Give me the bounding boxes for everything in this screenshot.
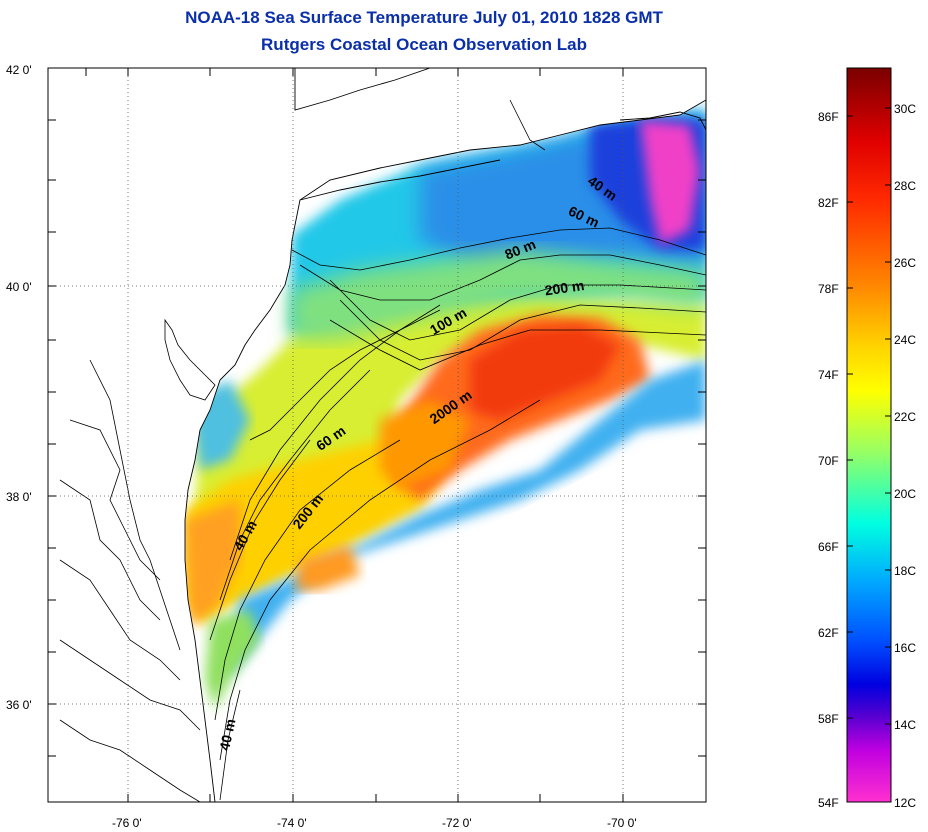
colorbar-c-label: 26C [894,256,916,270]
lat-label: 38 0' [6,490,32,504]
colorbar-c-label: 18C [894,564,916,578]
lon-label: -70 0' [607,816,637,830]
lon-label: -76 0' [112,816,142,830]
colorbar-f-label: 66F [818,540,839,554]
map-subtitle: Rutgers Coastal Ocean Observation Lab [261,35,587,54]
lon-label: -72 0' [442,816,472,830]
lat-label: 40 0' [6,280,32,294]
axis-ticks [48,68,706,802]
map-title: NOAA-18 Sea Surface Temperature July 01,… [185,8,663,27]
colorbar-c-label: 14C [894,718,916,732]
isobath-label: 40 m [216,717,238,752]
colorbar-f-label: 54F [818,796,839,810]
colorbar [846,67,892,803]
colorbar-f-label: 62F [818,626,839,640]
lon-label: -74 0' [277,816,307,830]
colorbar-c-label: 22C [894,410,916,424]
land [48,68,706,802]
graticule [48,68,706,802]
lat-label: 36 0' [6,698,32,712]
colorbar-c-label: 20C [894,487,916,501]
colorbar-f-label: 70F [818,454,839,468]
isobath-label: 200 m [544,277,586,298]
colorbar-c-label: 16C [894,641,916,655]
colorbar-f-label: 74F [818,368,839,382]
colorbar-c-label: 30C [894,102,916,116]
colorbar-c-label: 24C [894,333,916,347]
colorbar-f-label: 78F [818,282,839,296]
sst-field [168,110,706,802]
colorbar-f-label: 86F [818,110,839,124]
colorbar-ticks [847,107,891,725]
isobath-lines [209,227,706,801]
colorbar-f-label: 82F [818,196,839,210]
colorbar-c-label: 12C [894,796,916,810]
colorbar-c-label: 28C [894,179,916,193]
colorbar-f-label: 58F [818,712,839,726]
lat-label: 42 0' [6,63,32,77]
